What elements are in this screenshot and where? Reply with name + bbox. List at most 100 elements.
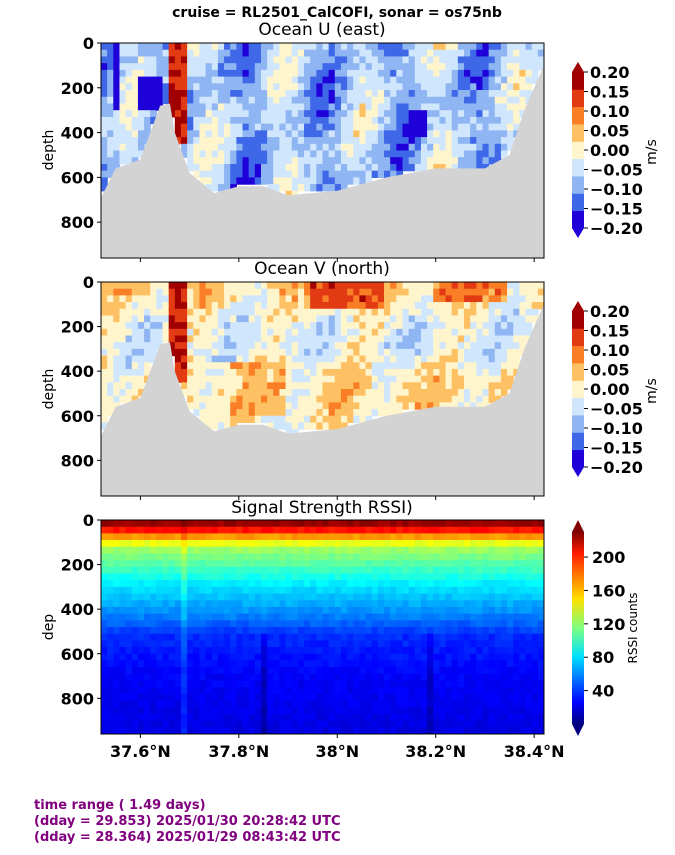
heatmap-cell xyxy=(402,566,410,575)
heatmap-cell xyxy=(304,640,311,648)
heatmap-cell xyxy=(457,342,465,350)
heatmap-cell xyxy=(488,150,496,158)
heatmap-cell xyxy=(494,533,502,541)
heatmap-cell xyxy=(205,640,213,648)
heatmap-cell xyxy=(174,375,182,383)
heatmap-cell xyxy=(402,546,410,555)
heatmap-cell xyxy=(390,328,397,337)
heatmap-cell xyxy=(519,103,527,111)
heatmap-cell xyxy=(230,63,237,71)
heatmap-cell xyxy=(384,335,391,343)
heatmap-cell xyxy=(365,673,373,682)
heatmap-cell xyxy=(488,727,496,734)
heatmap-cell xyxy=(371,647,379,655)
heatmap-cell xyxy=(322,137,330,145)
heatmap-cell xyxy=(482,157,490,165)
heatmap-cell xyxy=(125,713,133,722)
heatmap-cell xyxy=(457,627,465,635)
heatmap-cell xyxy=(334,553,342,561)
heatmap-cell xyxy=(457,586,465,595)
heatmap-cell xyxy=(199,526,207,534)
heatmap-cell xyxy=(322,633,330,641)
heatmap-cell xyxy=(408,620,416,628)
heatmap-cell xyxy=(211,707,219,715)
heatmap-cell xyxy=(242,49,250,58)
heatmap-cell xyxy=(156,540,164,548)
heatmap-cell xyxy=(144,640,151,648)
heatmap-cell xyxy=(316,720,324,728)
heatmap-cell xyxy=(291,653,299,662)
heatmap-cell xyxy=(445,288,453,296)
heatmap-cell xyxy=(144,302,151,310)
heatmap-cell xyxy=(353,375,361,383)
heatmap-cell xyxy=(273,157,281,165)
heatmap-cell xyxy=(494,627,502,635)
heatmap-cell xyxy=(131,56,139,64)
heatmap-cell xyxy=(408,640,416,648)
heatmap-cell xyxy=(285,308,293,317)
heatmap-cell xyxy=(457,680,465,688)
heatmap-cell xyxy=(340,184,348,192)
heatmap-cell xyxy=(513,693,520,702)
heatmap-cell xyxy=(328,640,336,648)
heatmap-cell xyxy=(297,382,305,390)
heatmap-cell xyxy=(248,302,256,310)
heatmap-cell xyxy=(310,150,317,158)
heatmap-cell xyxy=(107,163,114,172)
heatmap-cell xyxy=(113,43,121,51)
heatmap-cell xyxy=(254,402,262,410)
heatmap-cell xyxy=(156,667,164,675)
heatmap-cell xyxy=(285,526,293,534)
heatmap-cell xyxy=(131,673,139,682)
heatmap-cell xyxy=(254,170,262,178)
heatmap-cell xyxy=(137,613,145,621)
heatmap-cell xyxy=(316,362,324,370)
heatmap-cell xyxy=(334,362,342,370)
heatmap-cell xyxy=(513,56,520,64)
heatmap-cell xyxy=(334,533,342,541)
heatmap-cell xyxy=(476,593,484,601)
heatmap-cell xyxy=(316,593,324,601)
heatmap-cell xyxy=(328,137,336,145)
heatmap-cell xyxy=(107,375,114,383)
heatmap-cell xyxy=(180,116,188,125)
heatmap-cell xyxy=(211,540,219,548)
heatmap-cell xyxy=(217,143,225,152)
heatmap-cell xyxy=(322,660,330,668)
heatmap-cell xyxy=(144,526,151,534)
heatmap-cell xyxy=(420,382,428,390)
heatmap-cell xyxy=(488,647,496,655)
heatmap-cell xyxy=(119,395,127,403)
heatmap-cell xyxy=(328,395,336,403)
heatmap-cell xyxy=(384,382,391,390)
heatmap-cell xyxy=(187,76,194,84)
heatmap-cell xyxy=(347,540,354,548)
heatmap-cell xyxy=(470,49,477,58)
heatmap-cell xyxy=(211,137,219,145)
heatmap-cell xyxy=(242,355,250,363)
heatmap-cell xyxy=(285,422,293,430)
heatmap-cell xyxy=(162,647,170,655)
heatmap-cell xyxy=(248,693,256,702)
heatmap-cell xyxy=(125,328,133,337)
heatmap-cell xyxy=(217,520,225,528)
heatmap-cell xyxy=(316,123,324,131)
heatmap-cell xyxy=(224,667,231,675)
heatmap-cell xyxy=(180,288,188,296)
heatmap-cell xyxy=(500,342,508,350)
heatmap-cell xyxy=(273,389,281,397)
heatmap-cell xyxy=(377,76,385,84)
heatmap-cell xyxy=(525,76,533,84)
heatmap-cell xyxy=(125,687,133,695)
heatmap-cell xyxy=(316,620,324,628)
heatmap-cell xyxy=(476,355,484,363)
heatmap-cell xyxy=(488,546,496,555)
heatmap-cell xyxy=(334,76,342,84)
heatmap-cell xyxy=(230,640,237,648)
heatmap-cell xyxy=(168,647,176,655)
heatmap-cell xyxy=(433,540,440,548)
heatmap-cell xyxy=(217,627,225,635)
heatmap-cell xyxy=(273,348,281,357)
heatmap-cell xyxy=(439,110,447,118)
heatmap-cell xyxy=(285,415,293,424)
